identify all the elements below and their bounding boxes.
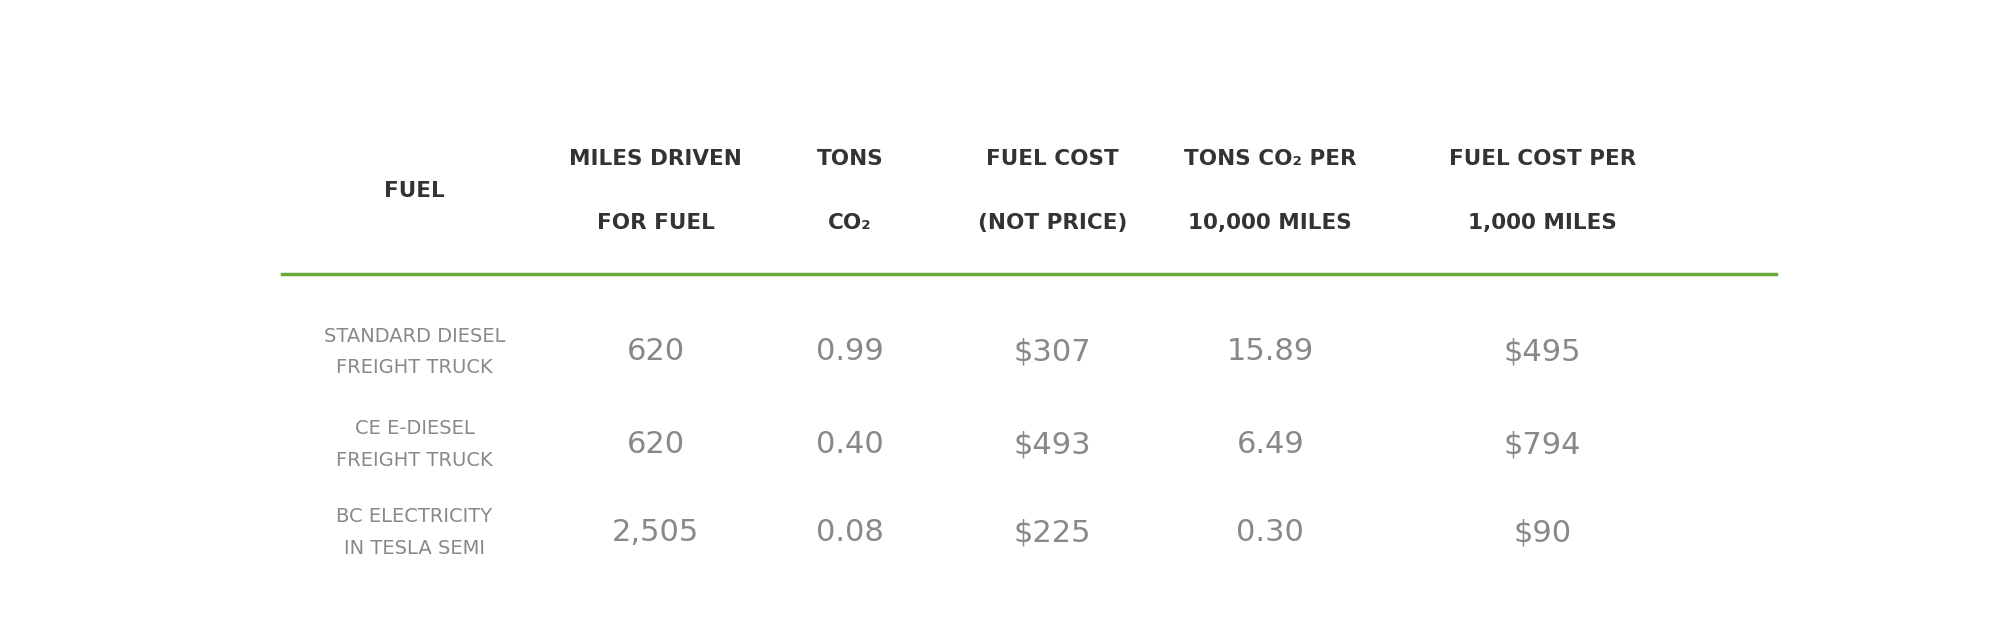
Text: $225: $225: [1014, 518, 1090, 547]
Text: IN TESLA SEMI: IN TESLA SEMI: [343, 539, 484, 558]
Text: 620: 620: [626, 430, 684, 459]
Text: $90: $90: [1513, 518, 1571, 547]
Text: TONS CO₂ PER: TONS CO₂ PER: [1184, 149, 1357, 169]
Text: $493: $493: [1014, 430, 1090, 459]
Text: BC ELECTRICITY: BC ELECTRICITY: [335, 507, 492, 526]
Text: (NOT PRICE): (NOT PRICE): [977, 212, 1126, 233]
Text: 0.30: 0.30: [1236, 518, 1305, 547]
Text: FUEL COST: FUEL COST: [985, 149, 1118, 169]
Text: FOR FUEL: FOR FUEL: [596, 212, 714, 233]
Text: FUEL: FUEL: [383, 181, 446, 201]
Text: TONS: TONS: [817, 149, 883, 169]
Text: $794: $794: [1503, 430, 1582, 459]
Text: FUEL COST PER: FUEL COST PER: [1449, 149, 1636, 169]
Text: 2,505: 2,505: [612, 518, 698, 547]
Text: 0.40: 0.40: [817, 430, 883, 459]
Text: 0.99: 0.99: [817, 337, 883, 366]
Text: CO₂: CO₂: [827, 212, 871, 233]
Text: $495: $495: [1503, 337, 1582, 366]
Text: FREIGHT TRUCK: FREIGHT TRUCK: [335, 358, 492, 377]
Text: 1,000 MILES: 1,000 MILES: [1467, 212, 1616, 233]
Text: 6.49: 6.49: [1236, 430, 1303, 459]
Text: 0.08: 0.08: [815, 518, 883, 547]
Text: MILES DRIVEN: MILES DRIVEN: [568, 149, 743, 169]
Text: STANDARD DIESEL: STANDARD DIESEL: [323, 327, 506, 346]
Text: 10,000 MILES: 10,000 MILES: [1188, 212, 1351, 233]
Text: $307: $307: [1014, 337, 1090, 366]
Text: 15.89: 15.89: [1226, 337, 1313, 366]
Text: FREIGHT TRUCK: FREIGHT TRUCK: [335, 451, 492, 470]
Text: CE E-DIESEL: CE E-DIESEL: [355, 419, 474, 438]
Text: 620: 620: [626, 337, 684, 366]
